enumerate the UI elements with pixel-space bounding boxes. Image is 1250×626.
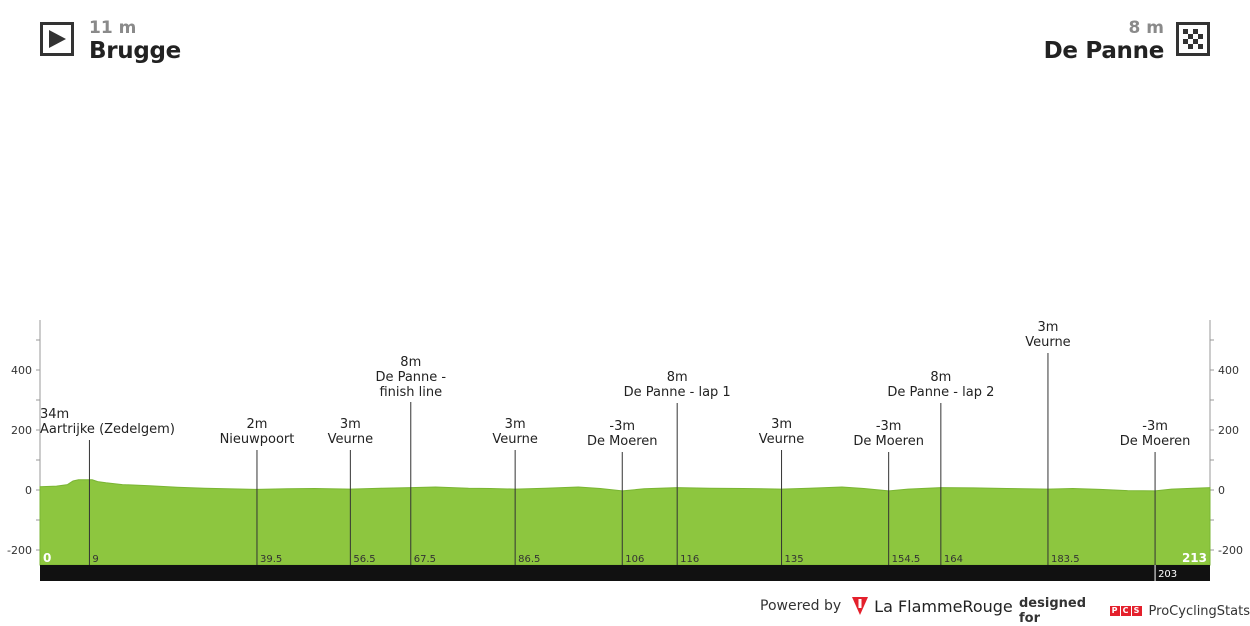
y-tick-label-right: -200 bbox=[1218, 544, 1243, 557]
marker-name: Veurne bbox=[492, 432, 537, 447]
marker-name: Aartrijke (Zedelgem) bbox=[40, 422, 175, 437]
powered-by: Powered by La FlammeRouge bbox=[760, 596, 1013, 616]
marker-km-label: 56.5 bbox=[353, 554, 375, 565]
marker-km-label: 116 bbox=[680, 554, 699, 565]
marker-altitude: 3m bbox=[505, 417, 526, 432]
designed-for: designed for P C S ProCyclingStats bbox=[1019, 596, 1250, 626]
marker-name: De Moeren bbox=[1120, 434, 1191, 449]
y-tick-label-right: 0 bbox=[1218, 484, 1225, 497]
marker-km-label: 135 bbox=[785, 554, 804, 565]
marker-km-label: 39.5 bbox=[260, 554, 282, 565]
powered-label: Powered by bbox=[760, 598, 842, 614]
marker-name: Nieuwpoort bbox=[220, 432, 295, 447]
marker-altitude: 8m bbox=[400, 355, 421, 370]
powered-brand: La FlammeRouge bbox=[874, 596, 1013, 616]
marker-altitude: 8m bbox=[930, 370, 951, 385]
marker-name: Veurne bbox=[1025, 335, 1070, 350]
marker-name: Veurne bbox=[328, 432, 373, 447]
marker-name: Veurne bbox=[759, 432, 804, 447]
pcs-letter: S bbox=[1131, 606, 1142, 616]
marker-name: De Moeren bbox=[853, 434, 924, 449]
checkered-flag-icon bbox=[1176, 22, 1210, 56]
finish-name: De Panne bbox=[1043, 38, 1165, 64]
pcs-logo-icon: P C S bbox=[1109, 606, 1143, 616]
marker-km-label: 106 bbox=[625, 554, 644, 565]
marker-name: De Panne - lap 1 bbox=[624, 385, 731, 400]
marker-altitude: 3m bbox=[340, 417, 361, 432]
start-altitude: 11 m bbox=[89, 18, 137, 38]
flamme-rouge-icon bbox=[852, 597, 869, 615]
marker-altitude: 3m bbox=[771, 417, 792, 432]
marker-km-label: 86.5 bbox=[518, 554, 540, 565]
marker-altitude: 3m bbox=[1037, 320, 1058, 335]
marker-km-label: 203 bbox=[1158, 569, 1177, 580]
marker-km-label: 164 bbox=[944, 554, 963, 565]
marker-km-label: 9 bbox=[92, 554, 98, 565]
distance-band bbox=[40, 565, 1210, 581]
finish-altitude: 8 m bbox=[1128, 18, 1164, 38]
marker-altitude: -3m bbox=[876, 419, 902, 434]
marker-altitude: 34m bbox=[40, 407, 69, 422]
marker-km-label: 154.5 bbox=[892, 554, 921, 565]
marker-name-line2: finish line bbox=[379, 385, 442, 400]
play-flag-icon bbox=[40, 22, 74, 56]
marker-altitude: -3m bbox=[1142, 419, 1168, 434]
designed-label: designed for bbox=[1019, 596, 1086, 626]
start-name: Brugge bbox=[89, 38, 181, 64]
marker-km-label: 183.5 bbox=[1051, 554, 1080, 565]
y-tick-label-left: 0 bbox=[25, 484, 32, 497]
designed-brand: ProCyclingStats bbox=[1148, 603, 1250, 619]
marker-altitude: 8m bbox=[667, 370, 688, 385]
pcs-letter: P bbox=[1109, 606, 1120, 616]
y-tick-label-right: 400 bbox=[1218, 364, 1239, 377]
start-km-label: 0 bbox=[43, 551, 51, 565]
profile-area bbox=[39, 479, 1211, 566]
start-header: 11 m Brugge bbox=[40, 18, 181, 64]
marker-name: De Panne - lap 2 bbox=[887, 385, 994, 400]
marker-name: De Panne - bbox=[375, 370, 446, 385]
marker-altitude: -3m bbox=[609, 419, 635, 434]
y-tick-label-left: 400 bbox=[11, 364, 32, 377]
end-km-label: 213 bbox=[1182, 551, 1207, 565]
marker-name: De Moeren bbox=[587, 434, 658, 449]
marker-km-label: 67.5 bbox=[414, 554, 436, 565]
y-tick-label-left: 200 bbox=[11, 424, 32, 437]
marker-altitude: 2m bbox=[247, 417, 268, 432]
y-tick-label-left: -200 bbox=[7, 544, 32, 557]
y-tick-label-right: 200 bbox=[1218, 424, 1239, 437]
pcs-letter: C bbox=[1120, 606, 1131, 616]
finish-header: 8 m De Panne bbox=[1044, 18, 1210, 64]
